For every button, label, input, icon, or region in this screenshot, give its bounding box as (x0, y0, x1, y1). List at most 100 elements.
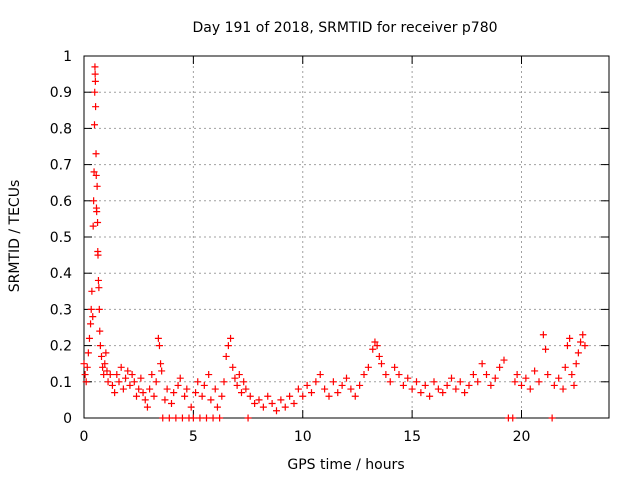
data-point (98, 352, 105, 360)
data-point (404, 374, 412, 382)
data-point (83, 363, 91, 371)
y-tick-label: 0.5 (50, 230, 72, 246)
data-point (152, 378, 160, 386)
data-point (382, 371, 390, 379)
data-point (194, 378, 202, 386)
data-point (95, 305, 103, 313)
data-point (87, 320, 95, 328)
data-point (192, 389, 200, 397)
data-point (222, 352, 230, 360)
data-point (395, 371, 403, 379)
data-point (161, 396, 169, 404)
data-point (329, 378, 337, 386)
y-tick-label: 0.9 (50, 85, 72, 101)
data-point (157, 360, 165, 368)
data-point (92, 150, 100, 158)
data-point (218, 392, 226, 400)
data-point (577, 338, 585, 346)
data-point (338, 381, 346, 389)
y-tick-labels: 0 0.1 0.2 0.3 0.4 0.5 0.6 0.7 0.8 0.9 1 (50, 49, 72, 427)
data-point (474, 378, 482, 386)
data-point (154, 334, 162, 342)
data-point (148, 371, 156, 379)
data-point (122, 374, 130, 382)
data-point (198, 392, 206, 400)
data-point (229, 363, 237, 371)
data-point (211, 385, 219, 393)
data-point (364, 363, 372, 371)
data-point (570, 381, 578, 389)
data-point (91, 121, 98, 129)
axis-ticks (83, 55, 609, 419)
data-point (91, 70, 99, 78)
data-points (80, 63, 589, 422)
data-point (496, 363, 504, 371)
data-point (360, 371, 368, 379)
data-point (200, 381, 208, 389)
data-point (572, 360, 580, 368)
data-point (568, 371, 576, 379)
data-point (522, 374, 530, 382)
data-point (566, 334, 574, 342)
data-point (531, 367, 539, 375)
data-point (92, 103, 100, 111)
y-tick-label: 0.1 (50, 375, 72, 391)
data-point (413, 378, 420, 386)
data-point (159, 414, 167, 422)
x-tick-labels: 0 5 10 15 20 (80, 429, 531, 445)
data-point (220, 378, 228, 386)
data-point (386, 378, 394, 386)
data-point (294, 385, 302, 393)
data-point (555, 374, 563, 382)
data-point (103, 367, 111, 375)
x-axis-label: GPS time / hours (287, 457, 404, 473)
data-point (399, 381, 407, 389)
data-point (535, 378, 543, 386)
data-point (563, 342, 571, 350)
data-point (351, 392, 359, 400)
data-point (581, 342, 589, 350)
x-tick-label: 0 (80, 429, 89, 445)
data-point (172, 414, 180, 422)
data-point (139, 389, 147, 397)
data-point (231, 374, 239, 382)
data-point (90, 168, 98, 176)
x-tick-label: 20 (513, 429, 531, 445)
data-point (168, 400, 175, 408)
data-point (426, 392, 434, 400)
data-point (511, 378, 519, 386)
x-tick-label: 5 (189, 429, 198, 445)
data-point (308, 389, 315, 397)
data-point (137, 374, 145, 382)
data-point (421, 381, 429, 389)
data-point (391, 363, 399, 371)
y-tick-label: 0.6 (50, 194, 72, 210)
data-point (101, 360, 109, 368)
data-point (85, 334, 93, 342)
data-point (518, 381, 525, 389)
data-point (303, 381, 311, 389)
data-point (417, 389, 425, 397)
data-point (238, 389, 245, 397)
data-point (133, 392, 140, 400)
data-point (281, 403, 289, 411)
data-point (251, 400, 259, 408)
data-point (111, 389, 119, 397)
data-point (174, 381, 182, 389)
y-tick-label: 0.7 (50, 158, 72, 174)
data-point (196, 414, 204, 422)
data-point (273, 407, 280, 415)
data-point (178, 414, 186, 422)
y-tick-label: 0 (63, 411, 72, 427)
data-point (165, 414, 173, 422)
data-point (478, 360, 486, 368)
data-point (334, 389, 342, 397)
data-point (130, 378, 138, 386)
data-point (456, 378, 464, 386)
data-point (227, 334, 235, 342)
data-point (343, 374, 350, 382)
data-point (80, 360, 88, 368)
y-tick-label: 0.4 (50, 266, 72, 282)
data-point (187, 403, 195, 411)
data-point (224, 342, 232, 350)
